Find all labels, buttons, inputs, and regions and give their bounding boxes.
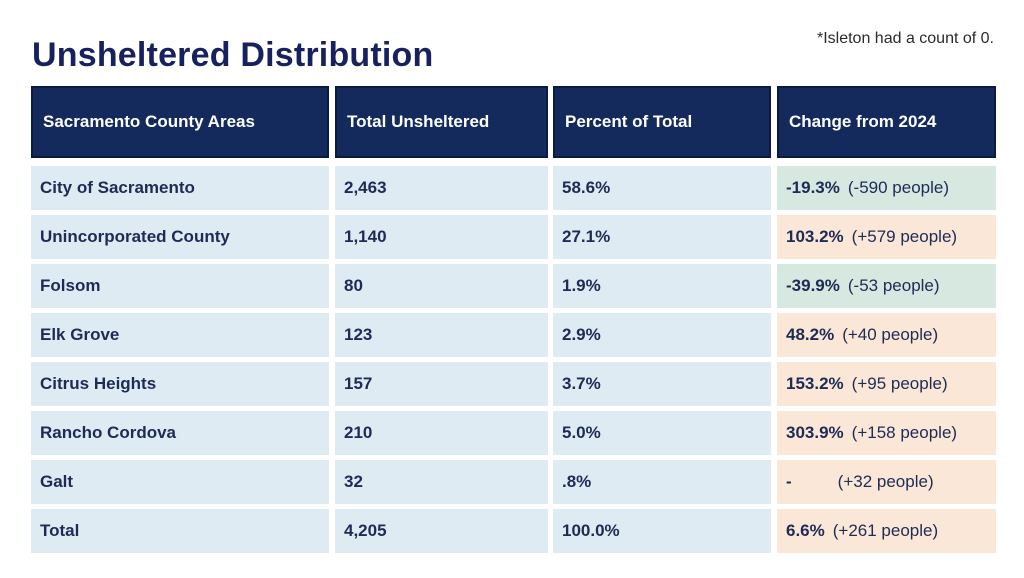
change-cell: 48.2% (+40 people) — [777, 313, 996, 357]
percent-cell: .8% — [553, 460, 771, 504]
area-cell: Citrus Heights — [31, 362, 329, 406]
area-cell: Unincorporated County — [31, 215, 329, 259]
change-percent: - — [786, 472, 792, 491]
change-people: (+40 people) — [842, 325, 939, 344]
change-percent: -19.3% — [786, 178, 840, 197]
change-cell: 153.2% (+95 people) — [777, 362, 996, 406]
area-cell: Galt — [31, 460, 329, 504]
change-percent: -39.9% — [786, 276, 840, 295]
percent-cell: 2.9% — [553, 313, 771, 357]
change-cell: 6.6% (+261 people) — [777, 509, 996, 553]
area-cell: Total — [31, 509, 329, 553]
change-people: (-590 people) — [847, 178, 949, 197]
area-cell: Folsom — [31, 264, 329, 308]
change-percent: 303.9% — [786, 423, 844, 442]
change-people: (-53 people) — [847, 276, 940, 295]
change-percent: 6.6% — [786, 521, 825, 540]
percent-cell: 100.0% — [553, 509, 771, 553]
percent-cell: 5.0% — [553, 411, 771, 455]
page-title: Unsheltered Distribution — [32, 36, 434, 74]
total-cell: 2,463 — [335, 166, 548, 210]
area-cell: Elk Grove — [31, 313, 329, 357]
total-cell: 32 — [335, 460, 548, 504]
header-change: Change from 2024 — [777, 86, 996, 158]
header-percent: Percent of Total — [553, 86, 771, 158]
change-cell: 303.9% (+158 people) — [777, 411, 996, 455]
percent-cell: 27.1% — [553, 215, 771, 259]
total-cell: 157 — [335, 362, 548, 406]
change-cell: -39.9% (-53 people) — [777, 264, 996, 308]
change-people: (+95 people) — [851, 374, 948, 393]
total-cell: 210 — [335, 411, 548, 455]
total-cell: 123 — [335, 313, 548, 357]
change-cell: -19.3% (-590 people) — [777, 166, 996, 210]
change-percent: 48.2% — [786, 325, 835, 344]
change-people: (+32 people) — [837, 472, 934, 491]
header-area: Sacramento County Areas — [31, 86, 329, 158]
percent-cell: 3.7% — [553, 362, 771, 406]
area-cell: City of Sacramento — [31, 166, 329, 210]
total-cell: 4,205 — [335, 509, 548, 553]
total-cell: 80 — [335, 264, 548, 308]
change-cell: 103.2% (+579 people) — [777, 215, 996, 259]
change-percent: 103.2% — [786, 227, 844, 246]
change-people: (+579 people) — [851, 227, 958, 246]
percent-cell: 58.6% — [553, 166, 771, 210]
footnote: *Isleton had a count of 0. — [816, 30, 994, 47]
header-total: Total Unsheltered — [335, 86, 548, 158]
change-cell: - (+32 people) — [777, 460, 996, 504]
percent-cell: 1.9% — [553, 264, 771, 308]
area-cell: Rancho Cordova — [31, 411, 329, 455]
change-people: (+261 people) — [832, 521, 939, 540]
change-percent: 153.2% — [786, 374, 844, 393]
change-people: (+158 people) — [851, 423, 958, 442]
distribution-table: Sacramento County Areas Total Unsheltere… — [31, 86, 996, 553]
total-cell: 1,140 — [335, 215, 548, 259]
